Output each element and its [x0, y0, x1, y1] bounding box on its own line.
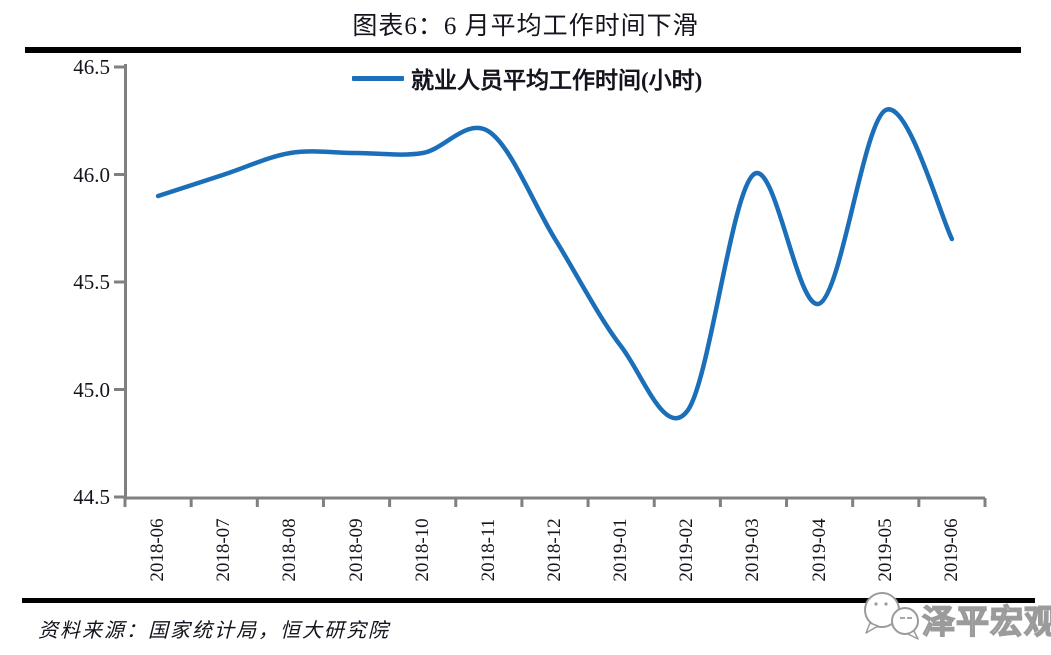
watermark-text: 泽平宏观 [922, 603, 1051, 641]
x-axis-label: 2018-11 [477, 518, 499, 582]
chart-title: 图表6：6 月平均工作时间下滑 [352, 13, 699, 40]
series-line [155, 107, 955, 421]
x-axis-label: 2018-12 [544, 518, 565, 582]
x-axis-label: 2018-06 [147, 518, 169, 582]
top-divider-rule [25, 47, 1021, 53]
y-axis-tick-label: 46.0 [73, 163, 110, 187]
x-axis-label: 2018-08 [279, 518, 301, 582]
x-axis-label: 2018-10 [411, 518, 433, 582]
x-axis-label: 2018-09 [345, 518, 367, 582]
x-axis-label: 2019-06 [940, 518, 962, 582]
bottom-divider-rule [22, 598, 1035, 603]
legend-label: 就业人员平均工作时间(小时) [411, 68, 703, 93]
x-axis-label: 2019-04 [808, 518, 830, 582]
brand-watermark: 泽平宏观 [864, 592, 1051, 642]
legend: 就业人员平均工作时间(小时) [352, 61, 702, 95]
x-axis-label: 2019-02 [676, 518, 698, 582]
y-axis-tick-label: 44.5 [73, 485, 110, 509]
x-axis-label: 2018-07 [213, 518, 235, 582]
x-axis-label: 2019-01 [610, 518, 632, 582]
y-axis-tick-label: 45.0 [73, 378, 110, 402]
chat-bubbles-icon [864, 592, 919, 640]
y-axis-tick-label: 46.5 [73, 55, 110, 79]
x-axis-label: 2019-03 [742, 518, 764, 582]
x-axis-label: 2019-05 [874, 518, 896, 582]
y-axis-tick-label: 45.5 [73, 270, 110, 294]
axis-tick-marks [114, 65, 987, 507]
legend-line-swatch [352, 75, 404, 81]
source-note: 资料来源：国家统计局，恒大研究院 [38, 620, 390, 642]
